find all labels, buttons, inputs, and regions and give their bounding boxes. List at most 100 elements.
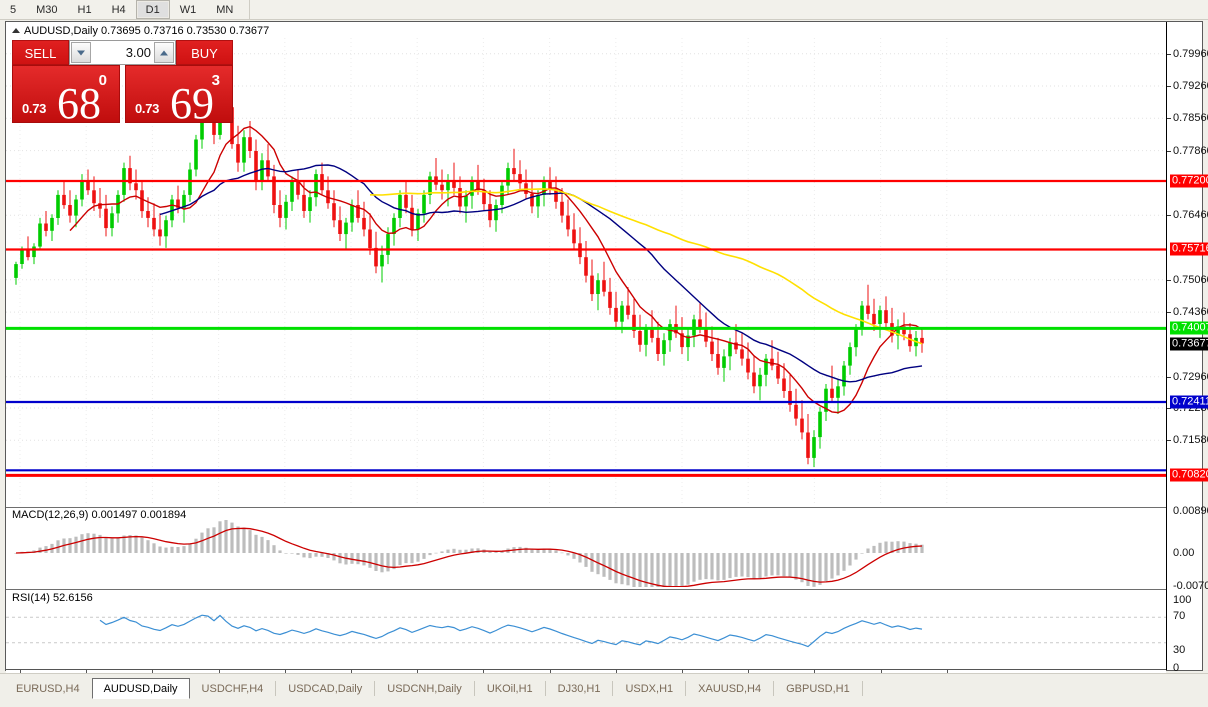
collapse-triangle-icon[interactable] (12, 28, 20, 33)
sell-price-fraction: 0 (98, 72, 107, 89)
chart-window: AUDUSD,Daily 0.73695 0.73716 0.73530 0.7… (5, 21, 1208, 688)
chart-tab-gbpusd-h1[interactable]: GBPUSD,H1 (786, 683, 850, 695)
chart-tab-eurusd-h4[interactable]: EURUSD,H4 (16, 683, 80, 695)
date-tick (682, 670, 683, 674)
date-tick (748, 670, 750, 674)
rsi-scale-label: 70 (1173, 610, 1186, 622)
buy-price-fraction: 3 (211, 72, 220, 89)
chart-tab-dj30-h1[interactable]: DJ30,H1 (557, 683, 601, 695)
volume-decrease-button[interactable] (71, 42, 91, 63)
chart-tab-usdcad-daily[interactable]: USDCAD,Daily (288, 683, 363, 695)
price-tick (1167, 408, 1171, 409)
tab-separator (861, 681, 863, 696)
price-level-label-support[interactable]: 0.74007 (1170, 321, 1208, 335)
price-level-label-support[interactable]: 0.70820 (1170, 468, 1208, 482)
date-tick (483, 670, 485, 674)
price-tick (1167, 215, 1171, 217)
price-tick (1167, 150, 1171, 152)
chevron-down-icon (77, 50, 85, 55)
price-tick (1167, 118, 1171, 120)
tab-separator (275, 681, 277, 696)
price-tick (1167, 440, 1171, 442)
macd-scale-label: 0.008904 (1173, 505, 1208, 517)
date-tick (946, 670, 948, 674)
tab-separator (544, 681, 546, 696)
price-level-label-resistance[interactable]: 0.77200 (1170, 174, 1208, 188)
toolbar-separator (249, 0, 251, 19)
timeframe-list: 5 M30 H1 H4 D1 W1 MN (0, 0, 251, 19)
rsi-label: RSI(14) 52.6156 (12, 592, 93, 604)
sell-price-big: 68 (57, 79, 101, 123)
timeframe-toolbar: 5 M30 H1 H4 D1 W1 MN (0, 0, 1208, 20)
sell-button[interactable]: SELL (12, 40, 69, 65)
chart-tab-xauusd-h4[interactable]: XAUUSD,H4 (698, 683, 762, 695)
timeframe-h4[interactable]: H4 (111, 4, 126, 16)
timeframe-w1[interactable]: W1 (179, 4, 197, 16)
chart-tab-usdx-h1[interactable]: USDX,H1 (625, 683, 674, 695)
price-tick (1167, 312, 1171, 314)
tab-separator (773, 681, 775, 696)
date-tick (20, 670, 21, 674)
macd-plot-area[interactable] (6, 507, 1166, 587)
rsi-scale-label: 100 (1173, 594, 1192, 606)
ohlc-text: AUDUSD,Daily 0.73695 0.73716 0.73530 0.7… (24, 25, 270, 37)
date-tick (152, 670, 154, 674)
buy-price-prefix: 0.73 (135, 101, 160, 116)
chart-tabs-list: EURUSD,H4 AUDUSD,Daily USDCHF,H4 USDCAD,Dai… (4, 678, 863, 699)
price-level-label-last-price[interactable]: 0.73677 (1170, 337, 1208, 351)
price-tick (1167, 86, 1171, 87)
chart-tab-ukoil-h1[interactable]: UKOil,H1 (486, 683, 533, 695)
chart-tabs-bar: EURUSD,H4 AUDUSD,Daily USDCHF,H4 USDCAD,Dai… (0, 673, 1208, 707)
chart-tab-audusd-daily[interactable]: AUDUSD,Daily (91, 678, 190, 699)
chart-ohlc-header: AUDUSD,Daily 0.73695 0.73716 0.73530 0.7… (12, 25, 269, 38)
timeframe-5[interactable]: 5 (10, 4, 17, 16)
date-tick (284, 670, 286, 674)
tab-separator (685, 681, 687, 696)
timeframe-d1[interactable]: D1 (135, 0, 170, 19)
chevron-up-icon (160, 50, 168, 55)
buy-button[interactable]: BUY (176, 40, 233, 65)
volume-increase-button[interactable] (154, 42, 174, 63)
chart-tab-usdchf-h4[interactable]: USDCHF,H4 (201, 683, 264, 695)
buy-price-big: 69 (170, 79, 214, 123)
price-plot-area[interactable] (6, 38, 1166, 504)
rsi-plot-area[interactable] (6, 589, 1166, 670)
price-level-label-support[interactable]: 0.72411 (1170, 395, 1208, 409)
tab-separator (612, 681, 614, 696)
one-click-trading-panel: SELL 3.00 BUY 0.73 68 0 0.73 69 3 (12, 40, 233, 123)
date-tick (417, 670, 419, 674)
macd-scale-label: -0.007013 (1173, 580, 1208, 592)
rsi-scale-label: 0 (1173, 662, 1180, 674)
buy-price-tile[interactable]: 0.73 69 3 (125, 65, 233, 123)
price-tick (1167, 279, 1171, 281)
sell-price-tile[interactable]: 0.73 68 0 (12, 65, 120, 123)
price-tick (1167, 53, 1171, 55)
date-tick (351, 670, 352, 674)
volume-value: 3.00 (125, 45, 151, 60)
timeframe-m30[interactable]: M30 (36, 4, 58, 16)
date-tick (86, 670, 88, 674)
macd-label: MACD(12,26,9) 0.001497 0.001894 (12, 509, 187, 521)
volume-input[interactable]: 3.00 (69, 40, 176, 65)
timeframe-mn[interactable]: MN (216, 4, 234, 16)
date-tick (615, 670, 617, 674)
tab-separator (473, 681, 475, 696)
tab-separator (374, 681, 376, 696)
timeframe-h1[interactable]: H1 (77, 4, 92, 16)
chart-tab-usdcnh-daily[interactable]: USDCNH,Daily (387, 683, 462, 695)
date-tick (549, 670, 551, 674)
one-click-top-row: SELL 3.00 BUY (12, 40, 233, 65)
price-level-label-resistance[interactable]: 0.75716 (1170, 242, 1208, 256)
macd-scale-label: 0.00 (1173, 547, 1195, 559)
sell-price-prefix: 0.73 (22, 101, 47, 116)
rsi-scale-label: 30 (1173, 644, 1186, 656)
